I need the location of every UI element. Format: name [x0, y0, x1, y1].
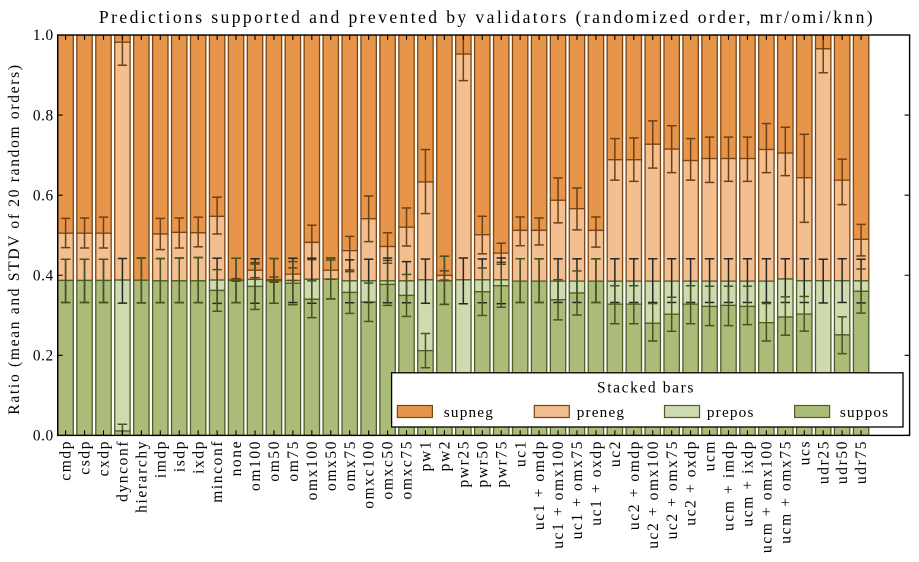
svg-text:minconf: minconf — [209, 440, 226, 503]
svg-text:pwr25: pwr25 — [455, 440, 472, 488]
svg-text:uc2 + oxdp: uc2 + oxdp — [683, 440, 700, 526]
svg-text:dynconf: dynconf — [115, 440, 132, 502]
svg-text:ucm + omx100: ucm + omx100 — [758, 440, 775, 553]
svg-text:1.0: 1.0 — [33, 27, 54, 44]
svg-text:0.8: 0.8 — [33, 107, 54, 124]
svg-text:prepos: prepos — [707, 404, 755, 421]
svg-text:om100: om100 — [247, 440, 264, 491]
svg-text:none: none — [228, 440, 245, 477]
svg-text:ucs: ucs — [796, 440, 813, 465]
svg-text:uc1 + omdp: uc1 + omdp — [531, 440, 548, 530]
svg-text:uc1 + omx75: uc1 + omx75 — [569, 440, 586, 540]
svg-text:pw1: pw1 — [418, 440, 435, 472]
svg-text:0.2: 0.2 — [33, 348, 54, 365]
svg-text:udr50: udr50 — [834, 440, 851, 484]
svg-text:omx100: omx100 — [304, 440, 321, 500]
svg-text:imdp: imdp — [152, 440, 169, 478]
svg-text:uc2 + omdp: uc2 + omdp — [626, 440, 643, 530]
svg-text:suppos: suppos — [840, 404, 889, 421]
svg-text:uc1 + omx100: uc1 + omx100 — [550, 440, 567, 549]
svg-text:uc1 + oxdp: uc1 + oxdp — [588, 440, 605, 526]
svg-text:omx75: omx75 — [342, 440, 359, 491]
svg-text:om75: om75 — [285, 440, 302, 482]
svg-text:0.6: 0.6 — [33, 187, 54, 204]
svg-text:pwr75: pwr75 — [493, 440, 510, 488]
svg-text:isdp: isdp — [171, 440, 188, 472]
svg-text:ucm + omx75: ucm + omx75 — [777, 440, 794, 544]
svg-text:ucm + ixdp: ucm + ixdp — [740, 440, 757, 527]
svg-text:ucm + imdp: ucm + imdp — [721, 440, 738, 531]
svg-text:Predictions supported and prev: Predictions supported and prevented by v… — [99, 7, 875, 27]
svg-text:ixdp: ixdp — [190, 440, 207, 474]
svg-text:preneg: preneg — [577, 404, 626, 421]
svg-text:Ratio (mean and STDV of 20 ran: Ratio (mean and STDV of 20 random orders… — [6, 63, 23, 414]
svg-text:cxdp: cxdp — [96, 440, 113, 477]
svg-text:udr25: udr25 — [815, 440, 832, 484]
svg-text:hierarchy: hierarchy — [133, 440, 150, 513]
svg-text:udr75: udr75 — [853, 440, 870, 484]
svg-text:uc2 + omx75: uc2 + omx75 — [664, 440, 681, 540]
svg-text:supneg: supneg — [444, 404, 494, 421]
svg-text:omxc50: omxc50 — [380, 440, 397, 500]
svg-text:uc1: uc1 — [512, 440, 529, 467]
svg-text:cmdp: cmdp — [58, 440, 75, 481]
svg-text:uc2 + omx100: uc2 + omx100 — [645, 440, 662, 549]
svg-text:csdp: csdp — [77, 440, 94, 475]
svg-text:om50: om50 — [266, 440, 283, 482]
svg-text:0.4: 0.4 — [33, 267, 54, 284]
svg-text:omx50: omx50 — [323, 440, 340, 491]
svg-text:pwr50: pwr50 — [474, 440, 491, 488]
svg-text:pw2: pw2 — [437, 440, 454, 472]
svg-text:0.0: 0.0 — [33, 428, 54, 445]
svg-text:uc2: uc2 — [607, 440, 624, 467]
svg-text:omxc75: omxc75 — [399, 440, 416, 500]
svg-text:omxc100: omxc100 — [361, 440, 378, 509]
svg-text:ucm: ucm — [702, 440, 719, 472]
svg-text:Stacked bars: Stacked bars — [597, 380, 695, 397]
